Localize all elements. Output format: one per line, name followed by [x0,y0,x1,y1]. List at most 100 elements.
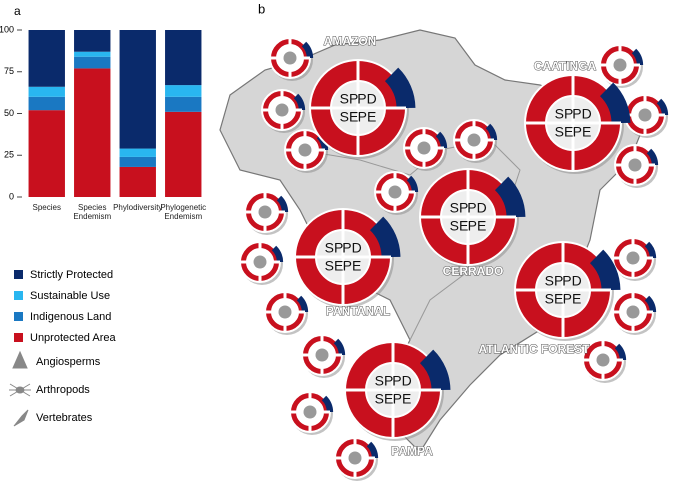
quadrant-label: SE [545,291,564,307]
taxon-icon [9,383,31,397]
donut-accent [589,249,621,291]
quadrant-label: SP [340,91,359,107]
icon [9,383,31,397]
taxon-donut [244,191,289,235]
region-label: CAATINGA [534,59,597,73]
quadrant-label: PE [393,391,412,407]
taxon-icon [638,108,652,122]
taxon-icon [283,51,297,65]
taxon-donut [301,334,346,378]
bar-segment [119,30,156,149]
quadrant-label: PD [342,240,361,256]
bar-segment [74,68,111,197]
donut-accent [384,67,416,109]
taxon-donut [269,37,314,81]
taxon-icon [13,409,29,427]
region-label: PAMPA [391,444,433,458]
taxon-donut [614,144,659,188]
taxon-donut [374,171,419,215]
taxon-icon [303,405,317,419]
taxon-icon [258,205,272,219]
quadrant-label: SP [325,240,344,256]
region-label: PANTANAL [326,304,390,318]
taxon-donut [261,89,306,133]
panel-label: a [14,4,21,18]
quadrant-label: PD [357,91,376,107]
taxon-icon [417,141,431,155]
legend-swatch [14,312,23,321]
quadrant-label: PE [573,124,592,140]
donut-accent [369,216,401,258]
taxon-icon [628,158,642,172]
icon [12,350,28,369]
bar-segment [165,96,202,112]
taxon-icon [278,305,292,319]
legend-swatch [14,291,23,300]
region-label: ATLANTIC FOREST [478,342,590,356]
bar-segment [119,148,156,157]
bar-segment [165,30,202,86]
taxon-icon [275,103,289,117]
y-tick-label: 25 [4,150,14,160]
panel-label: b [258,1,265,16]
legend-swatch [14,333,23,342]
quadrant-label: SE [555,124,574,140]
legend-label: Sustainable Use [30,290,110,302]
bar-segment [165,111,202,197]
bar-segment [165,85,202,97]
x-tick-label: Species [32,203,61,212]
taxon-label: Angiosperms [36,356,101,368]
quadrant-label: PD [392,373,411,389]
taxon-donut [289,391,334,435]
bar-segment [74,56,111,69]
taxon-donut [264,291,309,335]
bar-segment [28,30,65,87]
taxon-donut [582,339,627,383]
quadrant-label: PE [563,291,582,307]
quadrant-label: SP [375,373,394,389]
quadrant-label: PE [343,258,362,274]
y-tick-label: 0 [9,191,14,201]
bar-segment [28,96,65,111]
legend-label: Unprotected Area [30,332,116,344]
bar-segment [74,30,111,52]
donut-accent [599,82,631,124]
quadrant-label: PD [562,273,581,289]
region-label: AMAZON [324,34,377,48]
taxon-icon [253,255,267,269]
x-tick-label: Phylogenetic Endemism [160,203,207,221]
legend-swatch [14,270,23,279]
y-tick-label: 100 [0,24,14,34]
taxon-icon [348,451,362,465]
taxon-donut [612,291,657,335]
taxon-icon [596,353,610,367]
legend-label: Strictly Protected [30,269,113,281]
biome-border [299,139,521,341]
icon [13,409,29,427]
quadrant-label: SP [450,200,469,216]
bar-segment [28,110,65,197]
taxon-label: Vertebrates [36,412,93,424]
taxon-donut [453,119,498,163]
taxon-icon [467,133,481,147]
legend-label: Indigenous Land [30,311,111,323]
taxon-icon [12,350,28,369]
quadrant-label: SE [375,391,394,407]
quadrant-label: PD [467,200,486,216]
quadrant-label: SE [325,258,344,274]
taxon-icon [613,58,627,72]
quadrant-label: SE [340,109,359,125]
taxon-donut [239,241,284,285]
taxon-icon [298,143,312,157]
taxon-donut [612,237,657,281]
bar-segment [119,166,156,197]
quadrant-label: PE [468,218,487,234]
taxon-donut [334,437,379,481]
taxon-donut [403,127,448,171]
